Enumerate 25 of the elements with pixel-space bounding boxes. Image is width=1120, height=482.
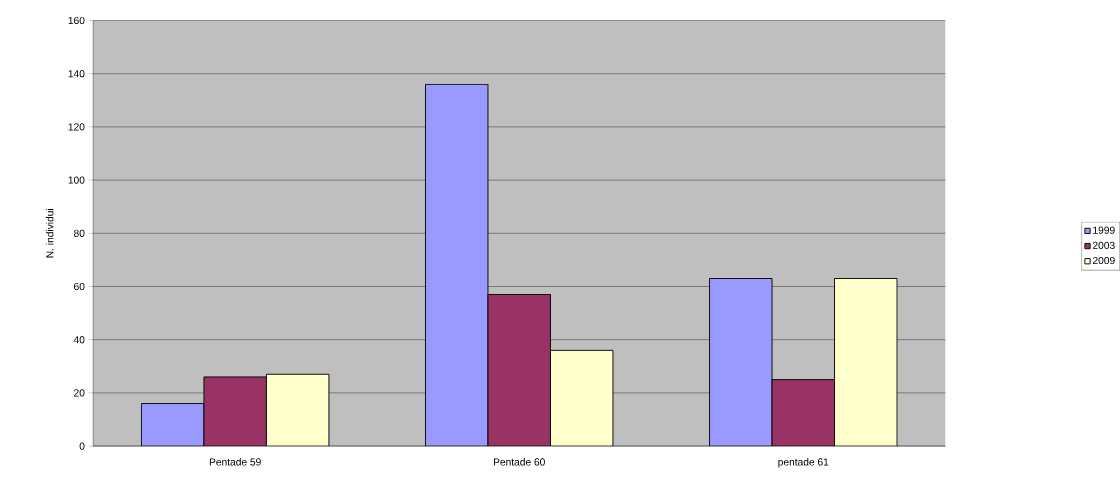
x-tick-label: Pentade 59 — [209, 457, 261, 466]
bar — [771, 378, 835, 446]
y-tick-label: 100 — [68, 176, 85, 184]
y-tick-label: 160 — [68, 16, 85, 24]
bar — [425, 83, 489, 446]
bar — [140, 402, 205, 446]
x-tick-label: pentade 61 — [778, 457, 829, 468]
legend-label: 1999 — [1093, 226, 1115, 234]
y-axis-title: N. individui — [45, 208, 54, 258]
bar — [709, 277, 773, 446]
bar — [487, 293, 551, 446]
bar — [834, 277, 898, 446]
y-tick-label: 20 — [74, 389, 85, 397]
y-tick-label: 140 — [68, 69, 85, 78]
legend-label: 2009 — [1092, 256, 1115, 264]
legend-label: 2003 — [1092, 241, 1115, 249]
y-tick-label: 120 — [68, 123, 85, 131]
y-tick-label: 60 — [74, 282, 85, 290]
y-tick-label: 0 — [79, 442, 85, 450]
bar — [265, 373, 330, 446]
bar — [203, 376, 267, 446]
y-tick-label: 40 — [73, 335, 85, 344]
y-tick-label: 80 — [73, 229, 85, 237]
x-tick-label: Pentade 60 — [493, 457, 545, 466]
bar — [550, 349, 614, 446]
